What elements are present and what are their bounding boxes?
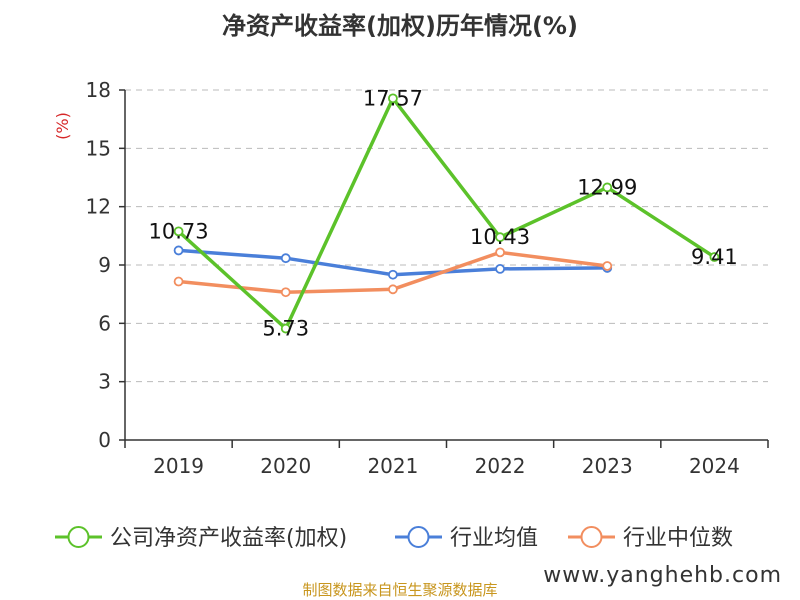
y-tick-label: 3 [98, 370, 111, 394]
x-tick-label: 2019 [153, 454, 204, 478]
y-tick-label: 0 [98, 428, 111, 452]
y-tick-label: 12 [86, 195, 111, 219]
data-label: 12.99 [577, 175, 637, 199]
x-tick-label: 2023 [582, 454, 633, 478]
data-point [173, 245, 184, 256]
series-lines [173, 93, 720, 334]
y-tick-label: 9 [98, 253, 111, 277]
legend-marker-1 [407, 526, 430, 548]
data-point [602, 261, 613, 271]
data-point [495, 263, 505, 274]
series-line-0 [176, 96, 717, 331]
data-point [602, 182, 613, 193]
y-axis-unit-label: (%) [53, 112, 72, 140]
data-point [388, 284, 398, 295]
data-label: 10.73 [149, 219, 209, 243]
y-tick-label: 18 [86, 78, 111, 102]
data-point [495, 232, 505, 243]
data-labels: 10.73 5.73 17.57 10.43 12.99 9.41 [149, 86, 738, 340]
x-tick-label: 2022 [475, 454, 526, 478]
data-point [173, 226, 184, 237]
data-point [280, 253, 291, 264]
legend-label-2: 行业中位数 [623, 526, 733, 551]
chart-title: 净资产收益率(加权)历年情况(%) [222, 12, 578, 40]
data-source-note: 制图数据来自恒生聚源数据库 [302, 581, 497, 599]
gridlines [125, 89, 768, 383]
legend-marker-0 [67, 526, 90, 548]
legend-label-1: 行业均值 [450, 526, 538, 551]
data-label: 17.57 [363, 86, 423, 110]
data-label: 9.41 [691, 245, 738, 269]
data-point [173, 276, 184, 287]
axes: 0 3 6 9 12 15 18 2019 2020 2021 2022 2023 2024 [86, 78, 769, 478]
x-tick-label: 2020 [260, 454, 311, 478]
legend: 公司净资产收益率(加权) 行业均值 行业中位数 [55, 526, 733, 551]
x-tick-label: 2021 [367, 454, 418, 478]
watermark: www.yanghehb.com [543, 563, 782, 588]
data-point [280, 287, 291, 298]
data-label: 5.73 [262, 317, 309, 341]
data-point [709, 252, 720, 262]
y-tick-label: 15 [86, 136, 111, 160]
legend-label-0: 公司净资产收益率(加权) [110, 526, 347, 551]
data-point [280, 323, 291, 334]
data-label: 10.43 [470, 225, 530, 249]
legend-marker-2 [580, 526, 603, 548]
data-point [388, 269, 398, 280]
data-point [388, 93, 398, 104]
x-tick-label: 2024 [689, 454, 740, 478]
y-tick-label: 6 [98, 311, 111, 335]
data-point [495, 247, 505, 258]
